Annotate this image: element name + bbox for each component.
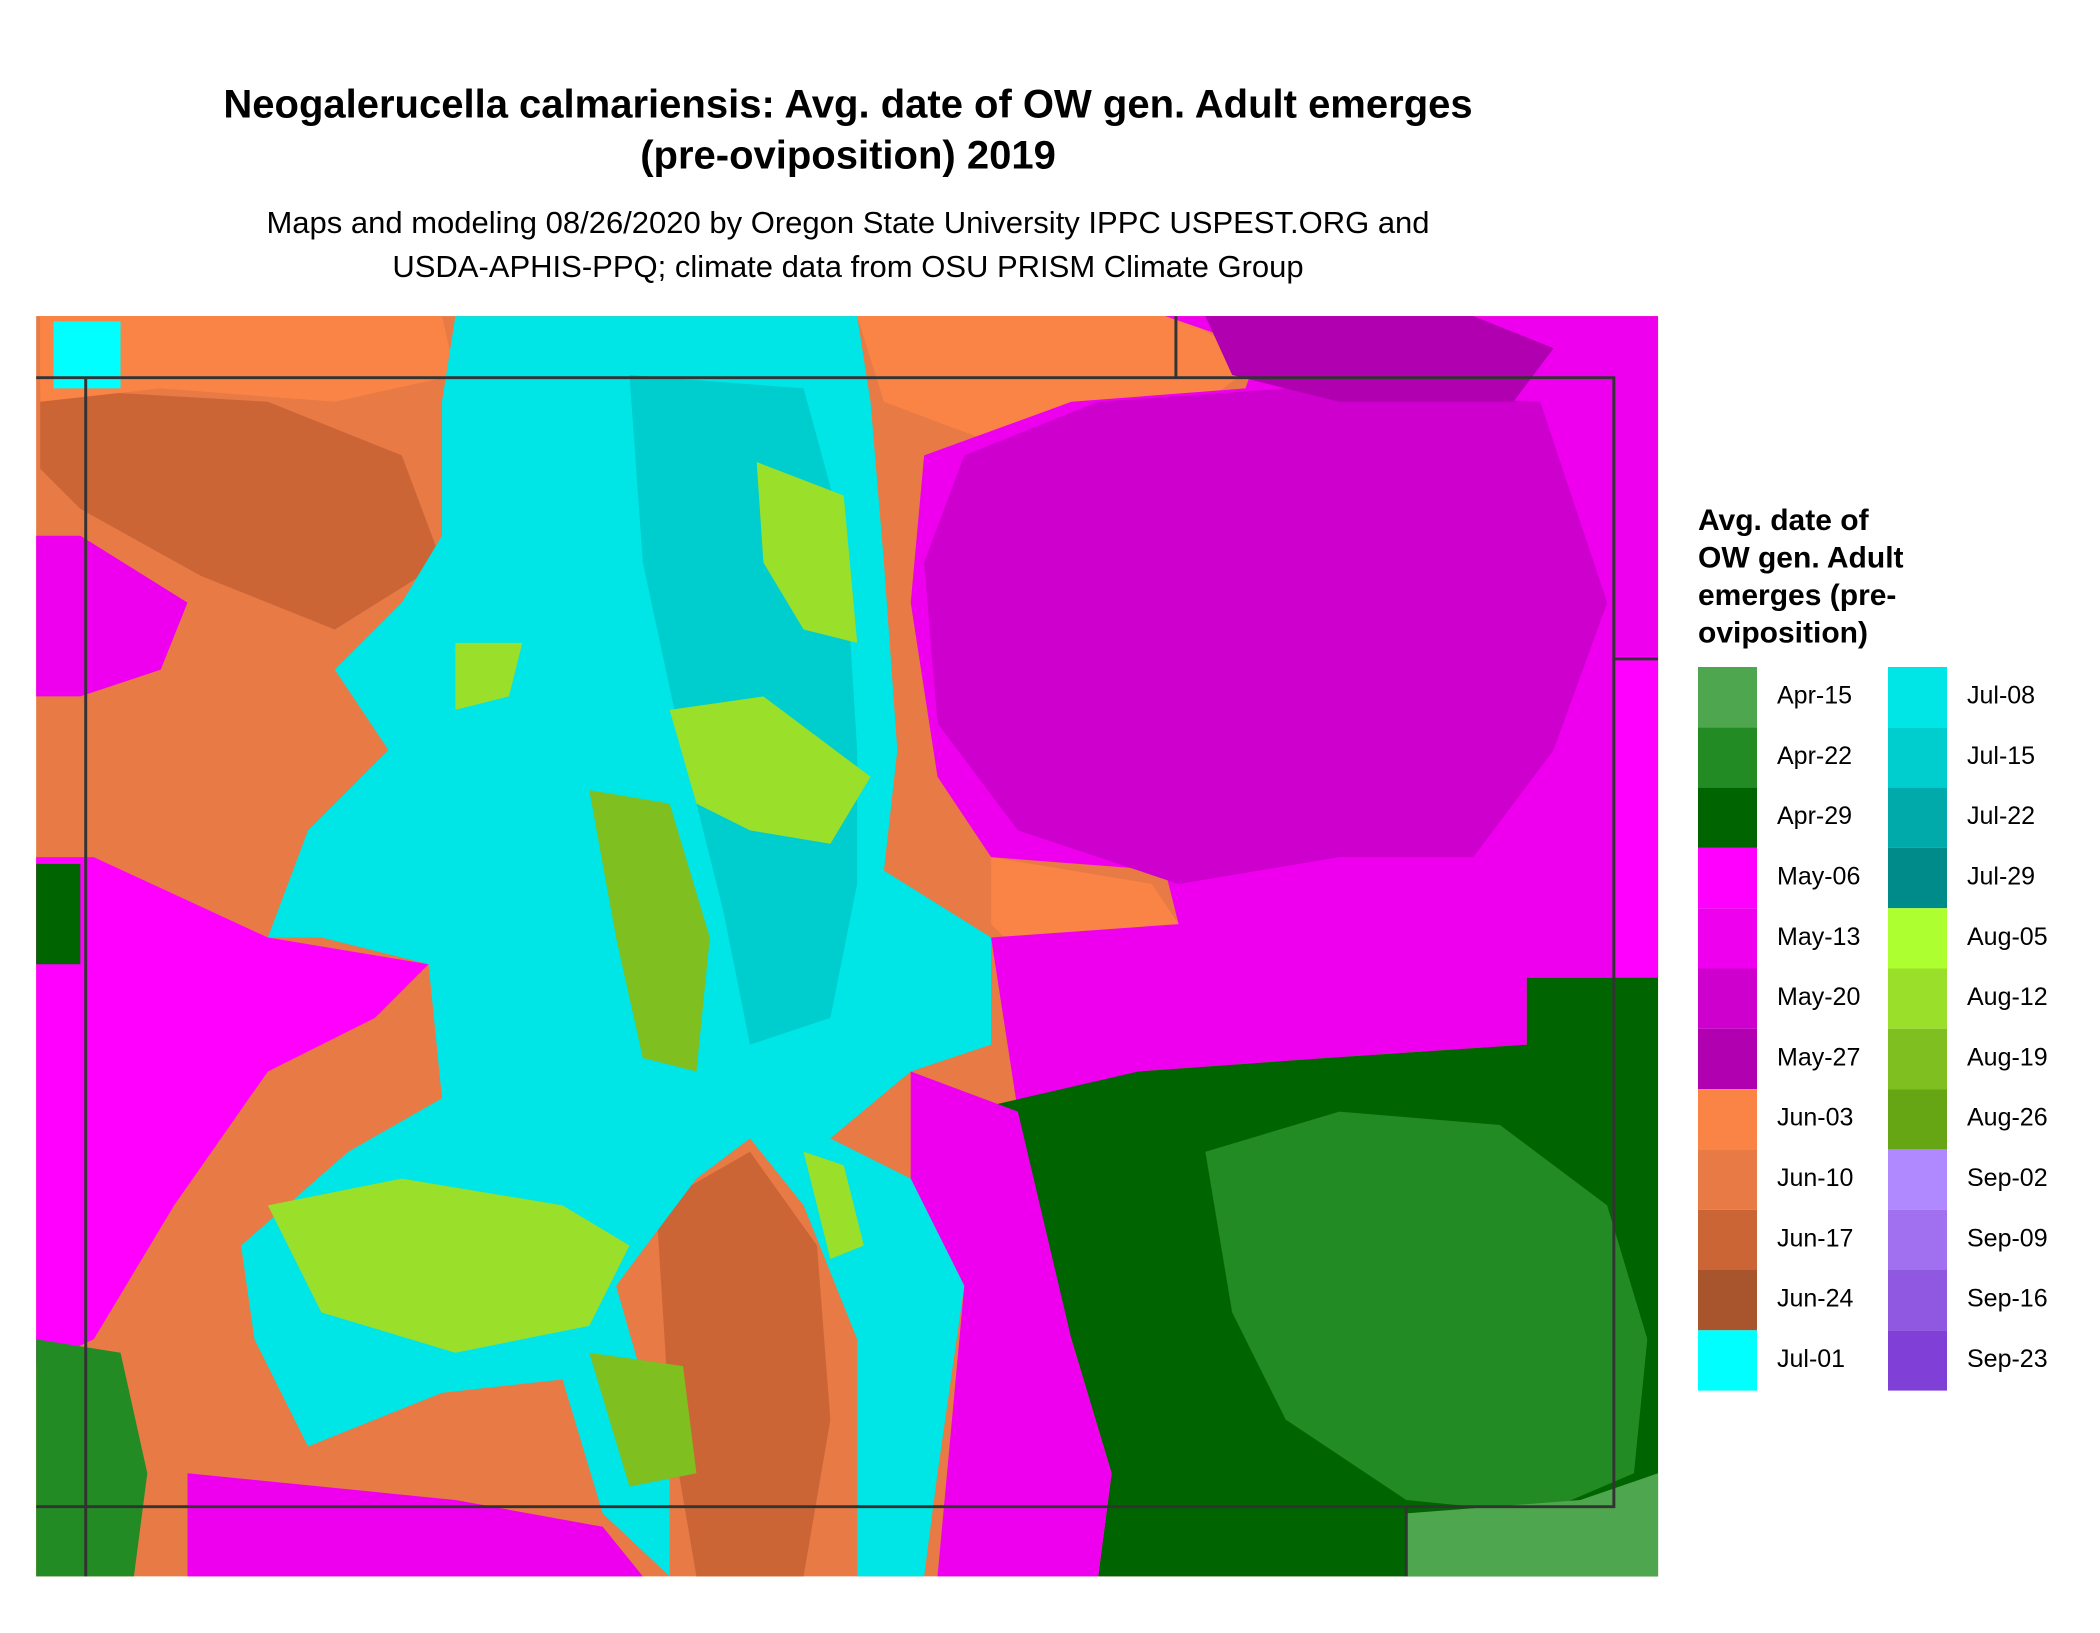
legend-swatch bbox=[1698, 968, 1757, 1029]
legend-swatch bbox=[1698, 1149, 1757, 1210]
legend-label: Aug-19 bbox=[1967, 1043, 2048, 1071]
legend-label: May-20 bbox=[1777, 983, 1860, 1011]
map-region bbox=[455, 642, 523, 710]
subtitle: Maps and modeling 08/26/2020 by Oregon S… bbox=[266, 205, 1429, 240]
legend-label: May-27 bbox=[1777, 1043, 1860, 1071]
legend-swatch bbox=[1888, 667, 1947, 728]
legend-label: Sep-09 bbox=[1967, 1224, 2048, 1252]
legend-swatch bbox=[1888, 1028, 1947, 1090]
header: Neogalerucella calmariensis: Avg. date o… bbox=[223, 83, 1472, 285]
map-region bbox=[1613, 656, 1659, 992]
legend-label: Aug-05 bbox=[1967, 923, 2048, 951]
legend-label: Jul-15 bbox=[1967, 742, 2035, 770]
legend-label: Jun-03 bbox=[1777, 1104, 1853, 1132]
legend-label: Jun-17 bbox=[1777, 1224, 1853, 1252]
legend-label: Jul-29 bbox=[1967, 863, 2035, 891]
legend-swatch bbox=[1698, 727, 1757, 788]
map-region bbox=[1205, 1111, 1648, 1514]
legend-swatch bbox=[1698, 1089, 1757, 1150]
map-region bbox=[36, 863, 81, 965]
legend-swatch bbox=[1888, 787, 1947, 848]
legend: Avg. date of OW gen. Adult emerges (pre-ov… bbox=[1698, 504, 2048, 1391]
legend-swatch bbox=[1888, 1149, 1947, 1210]
legend-label: Apr-22 bbox=[1777, 742, 1852, 770]
title: Neogalerucella calmariensis: Avg. date o… bbox=[223, 83, 1472, 127]
legend-swatch bbox=[1888, 847, 1947, 909]
map-region bbox=[267, 1178, 630, 1353]
legend-label: May-13 bbox=[1777, 923, 1860, 951]
map-region bbox=[1205, 316, 1554, 402]
legend-label: Sep-02 bbox=[1967, 1164, 2048, 1192]
legend-swatch bbox=[1698, 1270, 1757, 1331]
map-region bbox=[656, 1151, 831, 1577]
legend-swatch bbox=[1888, 1330, 1947, 1391]
legend-label: Jul-01 bbox=[1777, 1345, 1845, 1373]
legend-title: OW gen. Adult bbox=[1698, 541, 1904, 574]
legend-swatch bbox=[1698, 908, 1757, 969]
map-region bbox=[924, 388, 1608, 884]
legend-swatch bbox=[1888, 1209, 1947, 1270]
legend-swatch bbox=[1698, 667, 1757, 728]
map-region bbox=[803, 1151, 864, 1259]
legend-swatch bbox=[1888, 968, 1947, 1029]
state-border bbox=[36, 376, 1616, 1509]
map-region bbox=[669, 696, 871, 844]
legend-swatch bbox=[1698, 1209, 1757, 1270]
legend-swatch bbox=[1698, 1028, 1757, 1090]
legend-swatch bbox=[1698, 847, 1757, 909]
legend-label: Apr-15 bbox=[1777, 682, 1852, 710]
map-region bbox=[187, 1473, 643, 1577]
legend-title: Avg. date of bbox=[1698, 504, 1870, 537]
map-region bbox=[589, 1352, 697, 1487]
legend-label: Sep-16 bbox=[1967, 1285, 2048, 1313]
map-region bbox=[53, 321, 121, 389]
legend-swatch bbox=[1888, 1270, 1947, 1331]
map-region bbox=[40, 388, 442, 630]
legend-swatch bbox=[1888, 727, 1947, 788]
legend-label: Jun-24 bbox=[1777, 1285, 1854, 1313]
map-region bbox=[589, 790, 710, 1072]
legend-label: Jul-08 bbox=[1967, 682, 2035, 710]
map-region bbox=[40, 316, 456, 402]
legend-swatch bbox=[1888, 908, 1947, 969]
map-region bbox=[1406, 1473, 1659, 1577]
map-region bbox=[756, 462, 858, 643]
legend-label: Apr-29 bbox=[1777, 802, 1852, 830]
legend-swatch bbox=[1888, 1089, 1947, 1150]
legend-label: Aug-12 bbox=[1967, 983, 2048, 1011]
legend-title: emerges (pre- bbox=[1698, 579, 1896, 612]
legend-swatch bbox=[1698, 1330, 1757, 1391]
subtitle: USDA-APHIS-PPQ; climate data from OSU PR… bbox=[392, 249, 1303, 284]
legend-label: Sep-23 bbox=[1967, 1345, 2048, 1373]
map-region bbox=[36, 535, 188, 697]
legend-label: Jun-10 bbox=[1777, 1164, 1853, 1192]
legend-swatch bbox=[1698, 787, 1757, 848]
map-region bbox=[910, 1071, 1112, 1577]
legend-label: Aug-26 bbox=[1967, 1104, 2048, 1132]
legend-label: May-06 bbox=[1777, 863, 1860, 891]
title: (pre-oviposition) 2019 bbox=[640, 134, 1056, 178]
legend-title: oviposition) bbox=[1698, 616, 1868, 649]
map-region bbox=[36, 857, 429, 1367]
map bbox=[36, 316, 1659, 1577]
map-region bbox=[36, 1339, 148, 1577]
legend-label: Jul-22 bbox=[1967, 802, 2035, 830]
